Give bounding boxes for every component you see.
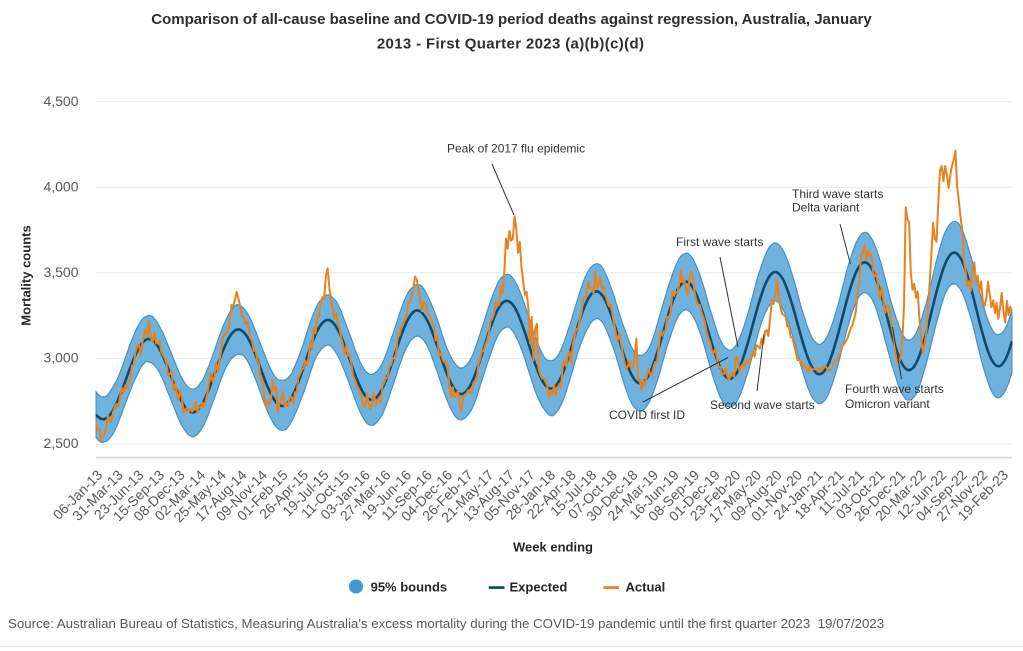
svg-text:Second wave starts: Second wave starts: [710, 398, 815, 412]
svg-text:Omicron variant: Omicron variant: [845, 397, 930, 411]
svg-text:4,500: 4,500: [43, 93, 78, 109]
svg-text:Source: Australian Bureau of S: Source: Australian Bureau of Statistics,…: [8, 616, 884, 631]
svg-text:Delta variant: Delta variant: [792, 201, 860, 215]
svg-text:Mortality counts: Mortality counts: [18, 225, 33, 325]
svg-text:3,500: 3,500: [43, 264, 78, 280]
svg-text:2013 - First Quarter 2023 (a)(: 2013 - First Quarter 2023 (a)(b)(c)(d): [377, 35, 645, 52]
svg-text:COVID first ID: COVID first ID: [609, 408, 685, 422]
svg-text:Fourth wave starts: Fourth wave starts: [845, 382, 944, 396]
svg-text:95% bounds: 95% bounds: [371, 580, 448, 595]
svg-text:2,500: 2,500: [43, 435, 78, 451]
svg-text:Peak of 2017 flu epidemic: Peak of 2017 flu epidemic: [447, 142, 585, 156]
svg-text:3,000: 3,000: [43, 350, 78, 366]
svg-text:Week ending: Week ending: [513, 539, 593, 554]
svg-text:Comparison of all-cause baseli: Comparison of all-cause baseline and COV…: [151, 11, 872, 28]
svg-text:4,000: 4,000: [43, 178, 78, 194]
svg-text:Actual: Actual: [626, 580, 666, 595]
svg-text:First wave starts: First wave starts: [676, 235, 763, 249]
svg-text:Third wave starts: Third wave starts: [792, 187, 883, 201]
svg-text:Expected: Expected: [510, 580, 568, 595]
